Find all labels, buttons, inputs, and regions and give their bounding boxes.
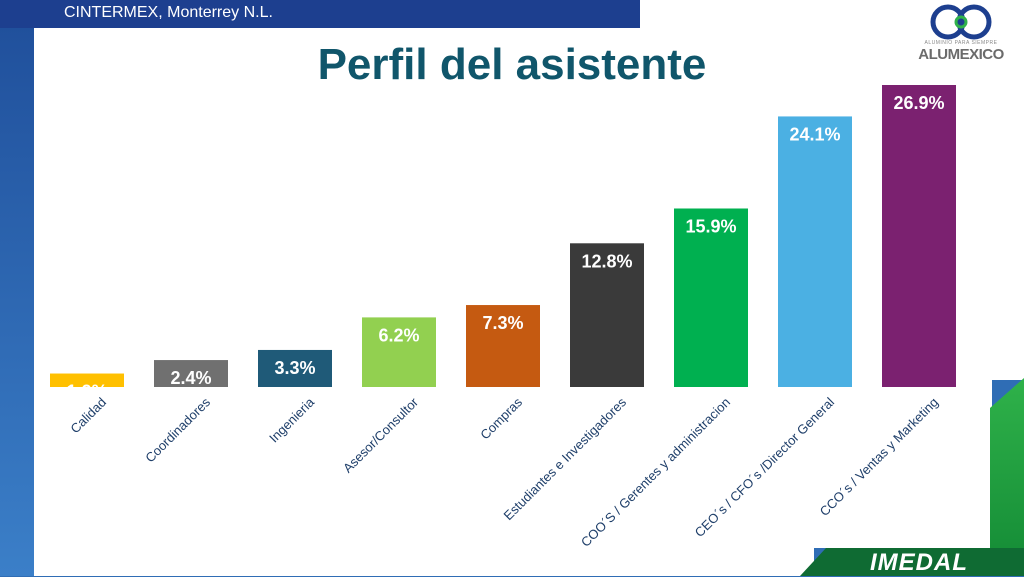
footer-green-band <box>800 548 1024 576</box>
data-label-1: 1.2% <box>66 382 107 402</box>
alumexico-logo: ALUMINIO PARA SIEMPRE ALUMEXICO <box>900 2 1022 64</box>
data-label-8: 24.1% <box>789 124 840 144</box>
bar-7 <box>674 208 748 387</box>
category-label-9: CCO´s / Ventas y Marketing <box>817 395 942 520</box>
data-label-9: 26.9% <box>893 93 944 113</box>
category-label-4: Asesor/Consultor <box>340 394 422 476</box>
data-label-5: 7.3% <box>482 313 523 333</box>
bar-8 <box>778 116 852 388</box>
right-white-strip <box>990 28 1024 380</box>
bar-4 <box>362 317 436 387</box>
logo-tagline: ALUMINIO PARA SIEMPRE <box>924 40 998 46</box>
top-bar <box>0 0 700 28</box>
bottom-white-strip <box>34 548 814 576</box>
bar-2 <box>154 360 228 387</box>
data-label-3: 3.3% <box>274 358 315 378</box>
data-label-6: 12.8% <box>581 251 632 271</box>
venue-label: CINTERMEX, Monterrey N.L. <box>64 4 273 21</box>
chart-title: Perfil del asistente <box>317 40 707 89</box>
category-label-6: Estudiantes e Investigadores <box>500 394 629 523</box>
bar-3 <box>258 349 332 387</box>
data-label-7: 15.9% <box>685 216 736 236</box>
bar-6 <box>570 243 644 387</box>
category-label-2: Coordinadores <box>142 394 213 465</box>
data-label-2: 2.4% <box>170 368 211 388</box>
imedal-logo: IMEDAL <box>870 549 968 576</box>
green-corner-shape <box>990 378 1024 576</box>
logo-name: ALUMEXICO <box>918 46 1004 63</box>
bar-5 <box>466 305 540 387</box>
bar-9 <box>882 85 956 387</box>
category-label-5: Compras <box>477 394 525 442</box>
data-label-4: 6.2% <box>378 325 419 345</box>
category-label-3: Ingenieria <box>266 394 318 446</box>
logo-rings-icon <box>930 4 992 40</box>
bar-1 <box>50 373 124 387</box>
